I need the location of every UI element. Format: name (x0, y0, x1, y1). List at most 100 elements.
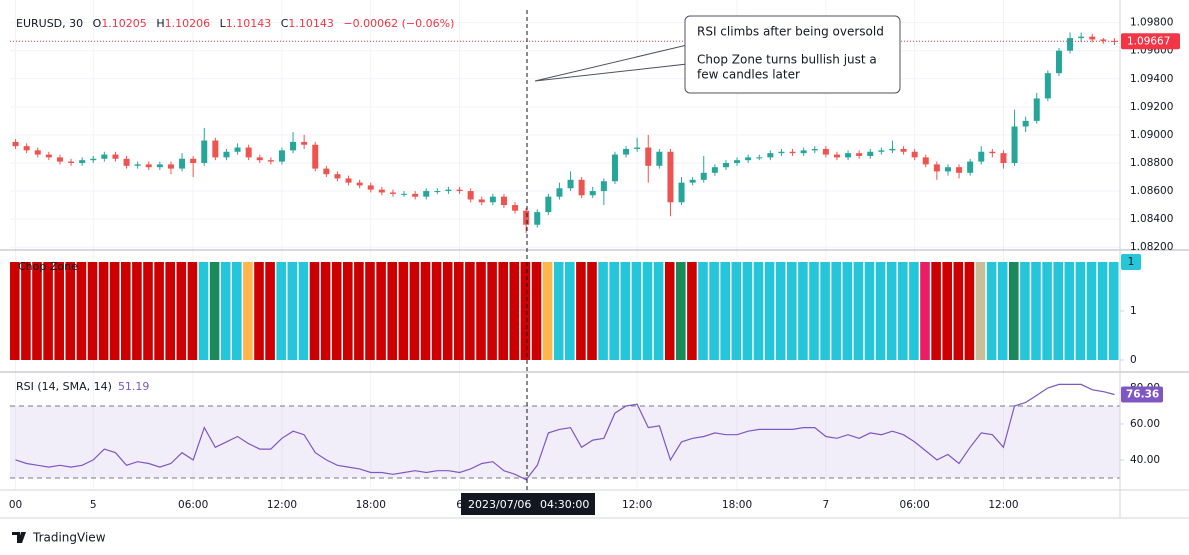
candle-body (500, 196, 507, 206)
y-tick-label: 1.09800 (1130, 17, 1173, 29)
candle-body (789, 151, 796, 154)
y-tick-label: 0 (1130, 354, 1137, 366)
candle-body (767, 153, 774, 158)
chop-bar (864, 262, 875, 360)
chop-bar (209, 262, 220, 360)
chop-bar (531, 262, 542, 360)
candle-body (822, 148, 829, 155)
legend-change: −0.00062 (−0.06%) (343, 17, 454, 30)
candle-body (756, 157, 763, 159)
chop-bar (143, 262, 153, 360)
candle-body (412, 193, 419, 197)
chop-bar (243, 262, 253, 360)
y-tick-label: 1.08400 (1130, 213, 1173, 225)
chop-bar (365, 262, 375, 360)
chop-bar (465, 262, 475, 360)
candle-body (811, 148, 818, 151)
chop-bar (32, 262, 42, 360)
last-price-label: 1.09667 (1127, 35, 1170, 47)
candle-body (878, 150, 885, 152)
chop-bar (942, 262, 952, 360)
candle-body (290, 141, 297, 151)
candle-body (600, 181, 607, 192)
chop-bar (409, 262, 420, 360)
candle-body (556, 188, 563, 197)
candle-body (489, 196, 496, 203)
y-tick-label: 60.00 (1130, 418, 1160, 430)
candle-body (201, 140, 208, 163)
candle-body (478, 199, 485, 203)
annotation-box (684, 15, 901, 94)
chop-bar (742, 262, 753, 360)
chop-bar (442, 262, 453, 360)
candle-body (467, 191, 474, 200)
candle-body (212, 140, 219, 158)
candle-body (978, 151, 985, 162)
chop-bar (309, 262, 320, 360)
annotation: RSI climbs after being oversold Chop Zon… (534, 15, 901, 94)
symbol-legend: EURUSD, 30 O1.10205 H1.10206 L1.10143 C1… (16, 17, 454, 30)
legend-key: O (93, 17, 102, 30)
brand-logo (12, 532, 26, 543)
annotation-text: Chop Zone turns bullish just a (697, 53, 877, 67)
y-tick-label: 1.08800 (1130, 157, 1173, 169)
candle-body (833, 154, 840, 158)
rsi-legend: RSI (14, SMA, 14) 51.19 (16, 380, 149, 393)
candle-body (190, 158, 197, 163)
chop-bar (565, 262, 575, 360)
candle-body (1055, 50, 1062, 74)
candle-body (889, 148, 896, 151)
candle-body (900, 148, 907, 152)
chop-bar (276, 262, 286, 360)
chop-bar (354, 262, 364, 360)
footer: TradingView (12, 531, 106, 545)
callout-join (686, 46, 690, 63)
chop-bar (343, 262, 353, 360)
candle-body (545, 196, 552, 213)
y-tick-label: 40.00 (1130, 454, 1160, 466)
candle-body (112, 154, 119, 159)
annotation-text: few candles later (697, 68, 800, 82)
candle-body (634, 147, 641, 149)
chop-bar (187, 262, 198, 360)
chop-bar (576, 262, 586, 360)
candle-body (245, 147, 252, 158)
y-tick-label: 1.08200 (1130, 241, 1173, 253)
candle-body (1033, 98, 1040, 121)
x-tick-label: 12:00 (988, 499, 1018, 511)
chop-bar (420, 262, 431, 360)
candle-body (167, 164, 174, 169)
candle-body (1067, 38, 1074, 51)
x-tick-label: 06:00 (900, 499, 930, 511)
candle-body (278, 150, 285, 162)
chop-bar (587, 262, 597, 360)
candle-body (234, 147, 241, 152)
last-price-badge (1121, 33, 1180, 50)
annotation-text: RSI climbs after being oversold (697, 25, 884, 39)
candle-body (434, 191, 441, 193)
candle-body (611, 154, 618, 182)
chop-bar (65, 262, 76, 360)
candle-body (12, 141, 19, 147)
chop-bar (798, 262, 808, 360)
legend-value: 1.10206 (165, 17, 211, 30)
chop-bar (21, 262, 31, 360)
candle-body (345, 178, 352, 183)
candle-body (79, 160, 86, 163)
candle-body (389, 192, 396, 194)
candle-body (68, 161, 75, 163)
chop-bar (820, 262, 830, 360)
legend-key: C (281, 17, 289, 30)
chop-bar (1086, 262, 1097, 360)
chop-bar (731, 262, 742, 360)
chop-bar (975, 262, 986, 360)
chop-bar (720, 262, 730, 360)
candle-body (334, 174, 341, 179)
chop-bar (320, 262, 331, 360)
candle-body (312, 144, 319, 169)
candle-body (578, 179, 585, 196)
candle-body (156, 164, 163, 168)
chop-bar (631, 262, 642, 360)
chop-bar (43, 262, 53, 360)
